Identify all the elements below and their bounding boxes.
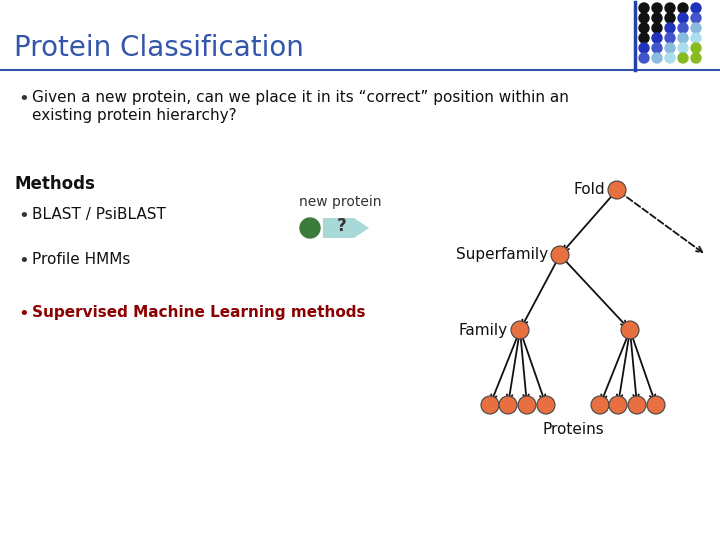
Circle shape [665, 53, 675, 63]
Circle shape [652, 23, 662, 33]
Text: Protein Classification: Protein Classification [14, 34, 304, 62]
Circle shape [691, 3, 701, 13]
Circle shape [518, 396, 536, 414]
Text: •: • [18, 305, 29, 323]
Circle shape [691, 43, 701, 53]
Circle shape [511, 321, 529, 339]
Circle shape [609, 396, 627, 414]
Circle shape [652, 3, 662, 13]
Circle shape [537, 396, 555, 414]
Circle shape [647, 396, 665, 414]
Circle shape [551, 246, 569, 264]
Circle shape [665, 33, 675, 43]
Circle shape [639, 3, 649, 13]
Circle shape [678, 33, 688, 43]
Circle shape [652, 13, 662, 23]
Circle shape [639, 13, 649, 23]
Circle shape [621, 321, 639, 339]
Circle shape [639, 53, 649, 63]
Circle shape [639, 33, 649, 43]
Circle shape [678, 3, 688, 13]
Text: Supervised Machine Learning methods: Supervised Machine Learning methods [32, 305, 366, 320]
Text: Given a new protein, can we place it in its “correct” position within an: Given a new protein, can we place it in … [32, 90, 569, 105]
Circle shape [691, 23, 701, 33]
Circle shape [652, 43, 662, 53]
Circle shape [665, 43, 675, 53]
Circle shape [665, 3, 675, 13]
Text: •: • [18, 252, 29, 270]
Text: BLAST / PsiBLAST: BLAST / PsiBLAST [32, 207, 166, 222]
Circle shape [300, 218, 320, 238]
Circle shape [481, 396, 499, 414]
Text: Fold: Fold [573, 183, 605, 198]
Text: existing protein hierarchy?: existing protein hierarchy? [32, 108, 237, 123]
Circle shape [678, 23, 688, 33]
Circle shape [665, 13, 675, 23]
Circle shape [652, 53, 662, 63]
Circle shape [678, 53, 688, 63]
FancyArrow shape [323, 218, 369, 238]
Circle shape [499, 396, 517, 414]
Text: •: • [18, 90, 29, 108]
Circle shape [591, 396, 609, 414]
Circle shape [691, 53, 701, 63]
Circle shape [608, 181, 626, 199]
Text: Proteins: Proteins [542, 422, 604, 437]
Circle shape [678, 13, 688, 23]
Circle shape [652, 33, 662, 43]
Text: •: • [18, 207, 29, 225]
Text: Superfamily: Superfamily [456, 247, 548, 262]
Text: new protein: new protein [299, 195, 382, 209]
Circle shape [678, 43, 688, 53]
Circle shape [639, 23, 649, 33]
Circle shape [639, 43, 649, 53]
Circle shape [628, 396, 646, 414]
Text: Family: Family [459, 322, 508, 338]
Text: ?: ? [337, 217, 347, 235]
Circle shape [691, 33, 701, 43]
Circle shape [691, 13, 701, 23]
Text: Methods: Methods [14, 175, 95, 193]
Text: Profile HMMs: Profile HMMs [32, 252, 130, 267]
Circle shape [665, 23, 675, 33]
